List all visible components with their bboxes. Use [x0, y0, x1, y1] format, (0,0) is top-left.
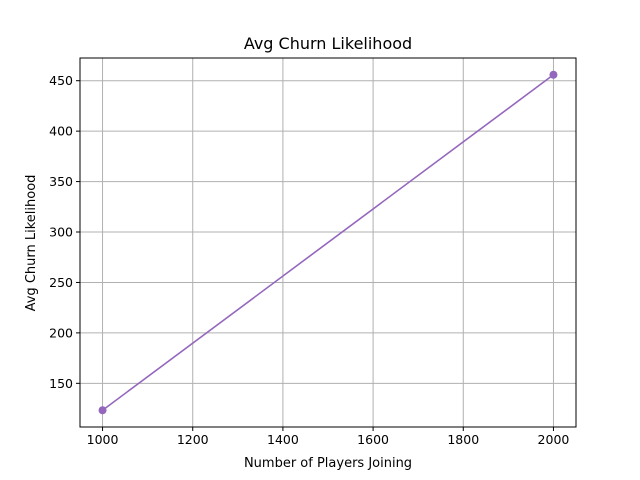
y-tick-label: 250 — [49, 275, 73, 290]
x-axis-label: Number of Players Joining — [244, 456, 412, 471]
x-tick-label: 1200 — [177, 432, 209, 447]
y-tick-label: 300 — [49, 225, 73, 240]
x-tick-label: 2000 — [538, 432, 570, 447]
x-tick-label: 1800 — [447, 432, 479, 447]
y-tick-label: 400 — [49, 124, 73, 139]
y-tick-label: 450 — [49, 73, 73, 88]
chart-title: Avg Churn Likelihood — [244, 34, 412, 53]
y-axis-label: Avg Churn Likelihood — [24, 175, 39, 312]
y-tick-label: 200 — [49, 325, 73, 340]
data-point — [98, 406, 107, 415]
x-tick-label: 1000 — [87, 432, 119, 447]
x-axis-ticks: 1000 1200 1400 1600 1800 2000 — [87, 427, 570, 447]
y-axis-ticks: 150 200 250 300 350 400 450 — [49, 73, 80, 391]
grid — [80, 58, 576, 427]
series-layer — [98, 70, 558, 415]
data-point — [549, 70, 558, 79]
y-tick-label: 350 — [49, 174, 73, 189]
x-tick-label: 1400 — [267, 432, 299, 447]
x-tick-label: 1600 — [357, 432, 389, 447]
series-line — [102, 74, 554, 411]
y-tick-label: 150 — [49, 376, 73, 391]
plot-frame — [79, 57, 577, 428]
